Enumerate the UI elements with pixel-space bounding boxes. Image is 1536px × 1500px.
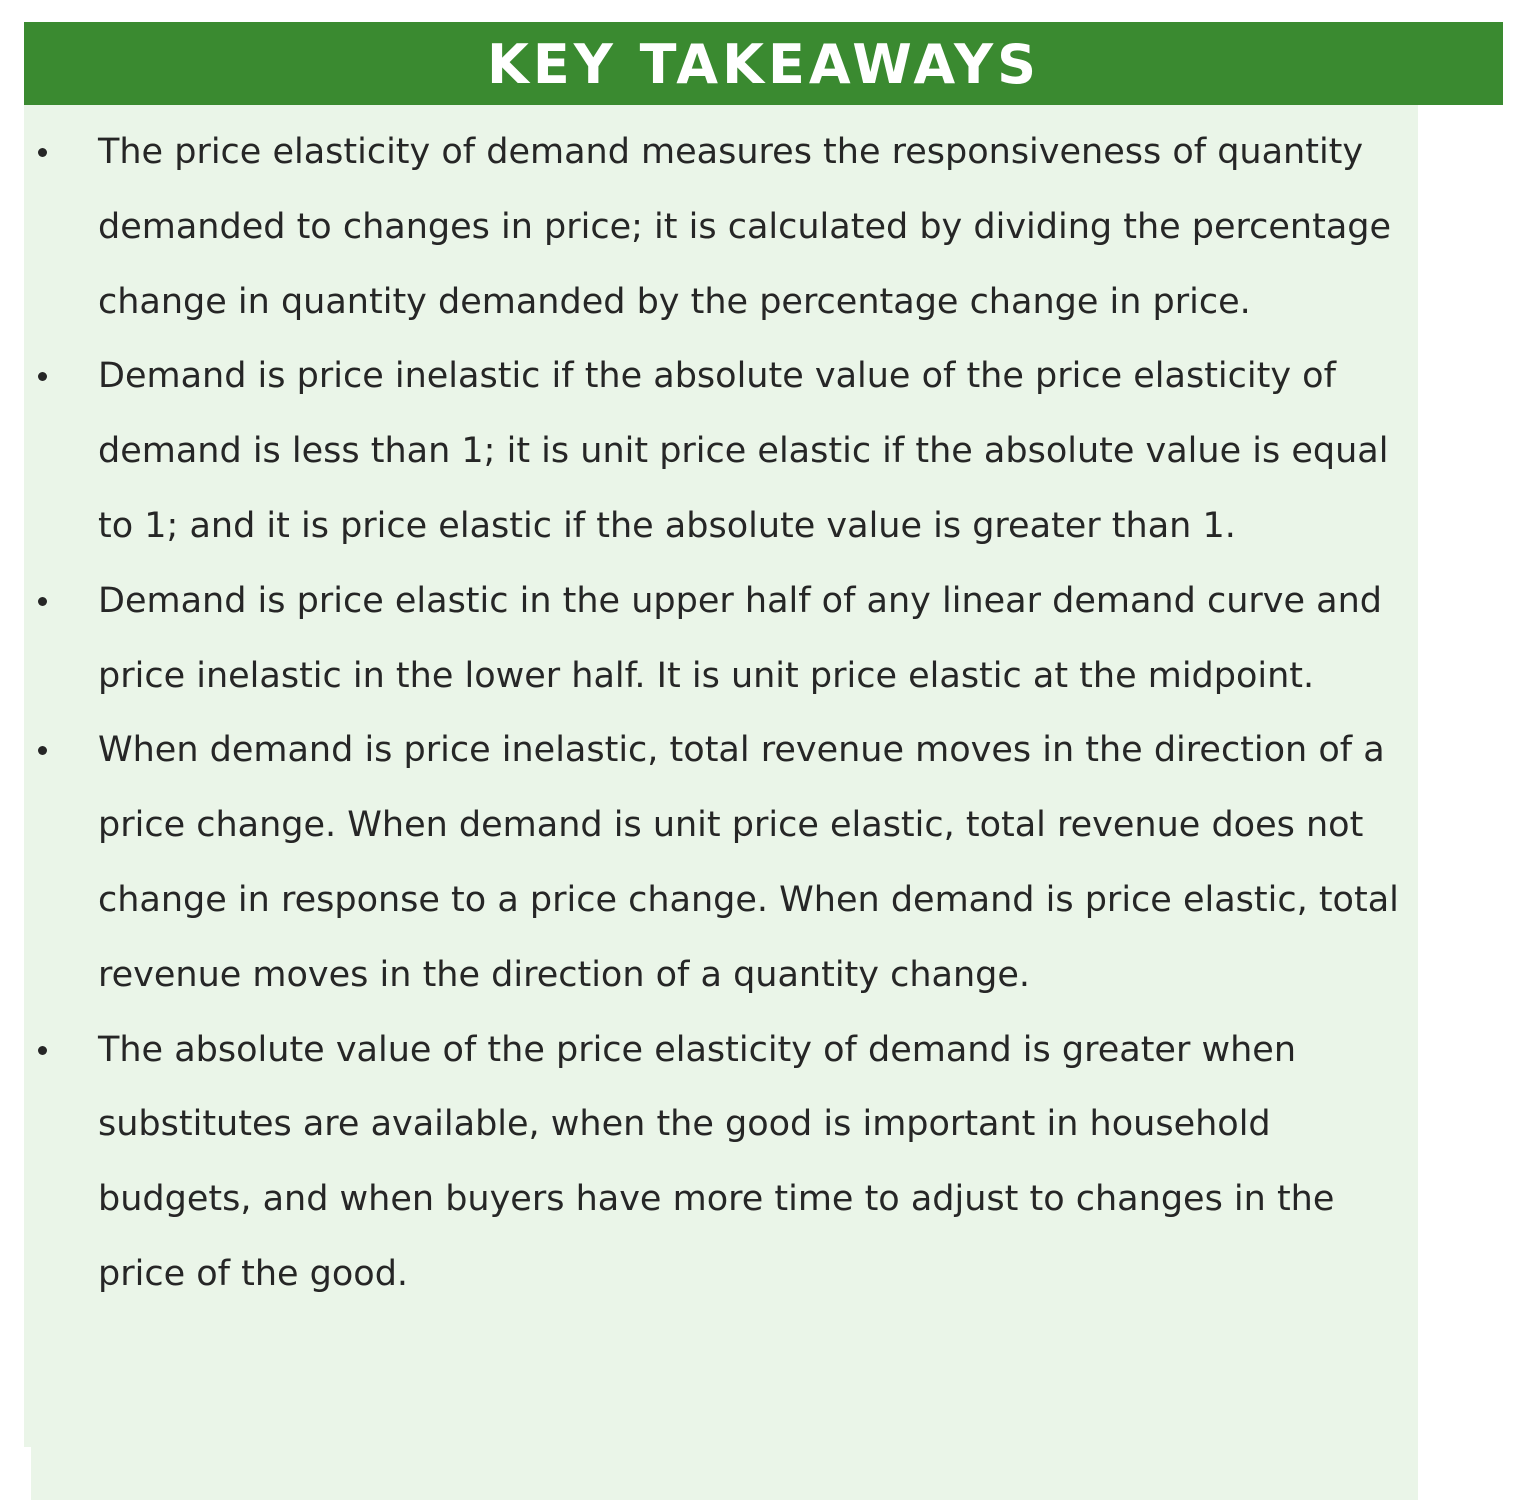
list-item: The price elasticity of demand measures …	[0, 115, 1420, 339]
list-item-text: When demand is price inelastic, total re…	[98, 730, 1399, 995]
list-item-text: The absolute value of the price elastici…	[98, 1029, 1335, 1294]
list-item-text: Demand is price inelastic if the absolut…	[98, 356, 1389, 546]
list-item: Demand is price elastic in the upper hal…	[0, 564, 1420, 714]
panel-edge	[24, 1447, 31, 1500]
bullet-icon	[38, 746, 47, 756]
list-item: Demand is price inelastic if the absolut…	[0, 339, 1420, 563]
bullet-icon	[38, 148, 47, 157]
bullet-icon	[38, 596, 47, 606]
list-item-text: The price elasticity of demand measures …	[98, 132, 1392, 322]
bullet-icon	[38, 1045, 47, 1055]
key-takeaways-header: KEY TAKEAWAYS	[24, 22, 1503, 105]
page-title: KEY TAKEAWAYS	[487, 32, 1040, 96]
list-item: When demand is price inelastic, total re…	[0, 713, 1420, 1012]
takeaway-list: The price elasticity of demand measures …	[0, 115, 1420, 1312]
list-item: The absolute value of the price elastici…	[0, 1013, 1420, 1312]
list-item-text: Demand is price elastic in the upper hal…	[98, 580, 1382, 696]
takeaways-panel	[24, 105, 1418, 1500]
bullet-icon	[38, 372, 47, 382]
